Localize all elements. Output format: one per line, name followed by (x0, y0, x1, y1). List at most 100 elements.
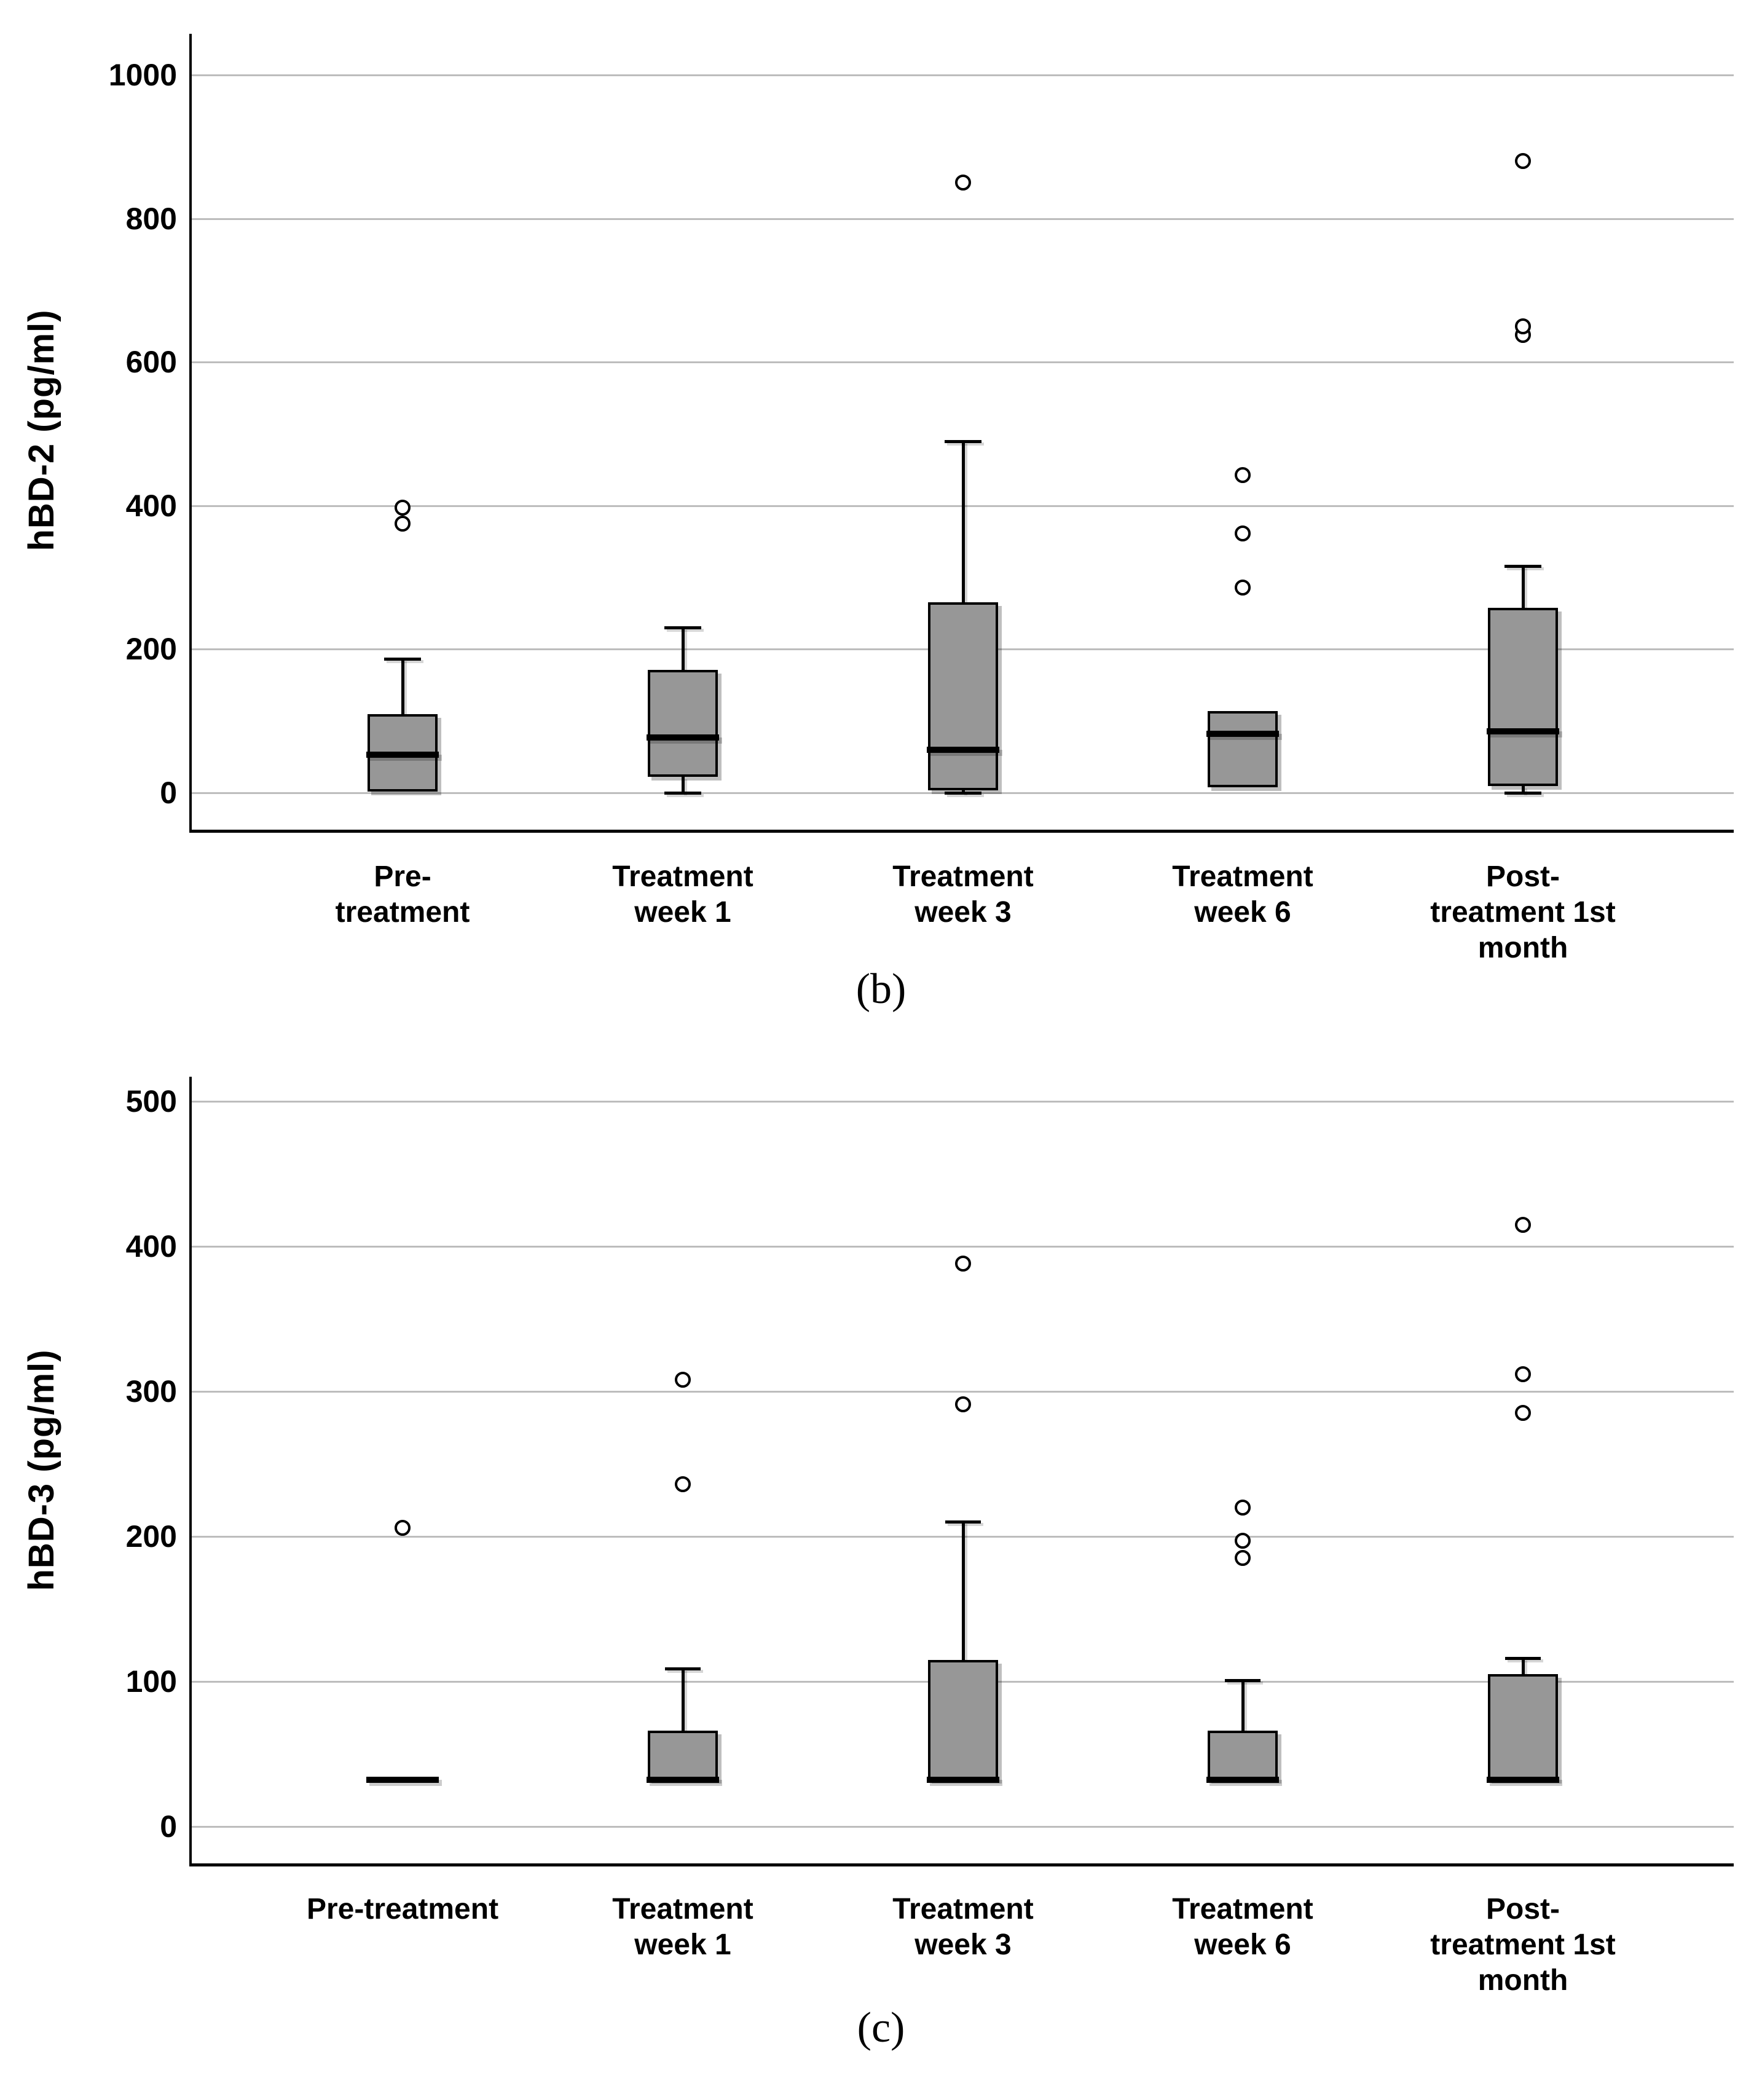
x-category-label: Post- treatment 1st month (1430, 1893, 1616, 1997)
upper-whisker-stem (962, 441, 965, 603)
hbd2-plot-area: 0 200 400 600 800 1000 Pre- treatment Treatment… (0, 0, 1762, 1045)
gridline-500 (189, 1101, 1734, 1103)
x-category-label: Treatment week 6 (1172, 860, 1313, 929)
median-line (647, 734, 719, 741)
y-tick-label: 0 (160, 776, 177, 810)
x-category-label: Treatment week 1 (612, 860, 753, 929)
lower-whisker-cap (664, 792, 701, 795)
panel-c-caption: (c) (857, 2004, 905, 2051)
iqr-box (1488, 1674, 1558, 1780)
x-axis-baseline (189, 830, 1734, 833)
x-category-label: Treatment week 1 (612, 1893, 753, 1961)
iqr-box (928, 1659, 998, 1780)
outlier-point (1235, 525, 1251, 542)
gridline-400 (189, 1246, 1734, 1248)
outlier-point (1235, 1533, 1251, 1549)
upper-whisker-stem (682, 1668, 685, 1731)
y-tick-label: 1000 (108, 58, 177, 92)
gridline-600 (189, 361, 1734, 364)
x-category-label: Treatment week 3 (892, 1893, 1034, 1961)
outlier-point (1235, 579, 1251, 596)
x-category-label: Pre-treatment (306, 1893, 499, 1925)
outlier-point (955, 175, 971, 191)
outlier-point (1515, 1216, 1531, 1233)
y-tick-label: 200 (125, 632, 177, 667)
median-line (1206, 1777, 1279, 1783)
y-axis-line (189, 1077, 192, 1863)
lower-whisker-cap (1504, 792, 1541, 795)
lower-whisker-stem (1522, 786, 1525, 793)
upper-whisker-cap (945, 1520, 981, 1524)
median-line (366, 1777, 439, 1783)
gridline-400 (189, 505, 1734, 507)
iqr-box (1208, 1731, 1278, 1780)
panel-b-caption: (b) (855, 965, 907, 1013)
y-tick-label: 0 (160, 1809, 177, 1844)
median-line (1487, 728, 1559, 734)
upper-whisker-stem (1241, 1680, 1245, 1731)
outlier-point (955, 1256, 971, 1272)
upper-whisker-cap (1505, 1657, 1541, 1661)
upper-whisker-stem (401, 658, 404, 714)
lower-whisker-cap (945, 792, 981, 795)
x-category-label: Treatment week 6 (1172, 1893, 1313, 1961)
hbd3-chart-panel: hBD-3 (pg/ml) 0 100 200 300 400 500 Pre-treatm… (0, 1045, 1762, 2100)
iqr-box (928, 602, 998, 791)
outlier-point (395, 516, 411, 532)
outlier-point (675, 1372, 691, 1388)
median-line (927, 1777, 999, 1783)
iqr-box (1208, 710, 1278, 787)
upper-whisker-stem (962, 1522, 965, 1660)
median-line (366, 752, 439, 758)
outlier-point (1515, 318, 1531, 334)
gridline-300 (189, 1391, 1734, 1393)
outlier-point (675, 1476, 691, 1493)
upper-whisker-stem (682, 627, 685, 671)
median-line (927, 746, 999, 753)
outlier-point (1515, 153, 1531, 170)
lower-whisker-stem (682, 777, 685, 793)
y-tick-label: 200 (125, 1519, 177, 1554)
y-axis-line (189, 34, 192, 830)
outlier-point (1235, 1550, 1251, 1567)
upper-whisker-stem (1522, 1658, 1525, 1675)
outlier-point (1235, 466, 1251, 483)
outlier-point (1515, 1405, 1531, 1422)
hbd2-chart-panel: hBD-2 (pg/ml) 0 200 400 600 800 1000 Pre- trea… (0, 0, 1762, 1045)
y-tick-label: 100 (125, 1664, 177, 1699)
x-category-label: Treatment week 3 (892, 860, 1034, 929)
iqr-box (648, 670, 718, 777)
gridline-0 (189, 1826, 1734, 1828)
y-tick-label: 400 (125, 1229, 177, 1264)
y-tick-label: 500 (125, 1084, 177, 1119)
x-axis-baseline (189, 1863, 1734, 1866)
median-line (647, 1777, 719, 1783)
median-line (1487, 1777, 1559, 1783)
gridline-800 (189, 218, 1734, 220)
upper-whisker-cap (1225, 1678, 1261, 1682)
upper-whisker-cap (945, 439, 981, 443)
upper-whisker-cap (1504, 564, 1541, 568)
outlier-point (1515, 1366, 1531, 1382)
y-tick-label: 400 (125, 488, 177, 523)
x-category-label: Pre- treatment (335, 860, 470, 929)
outlier-point (395, 500, 411, 516)
gridline-200 (189, 1536, 1734, 1538)
outlier-point (955, 1396, 971, 1413)
y-tick-label: 800 (125, 201, 177, 236)
outlier-point (1235, 1499, 1251, 1516)
upper-whisker-cap (664, 626, 701, 630)
hbd3-plot-area: 0 100 200 300 400 500 Pre-treatment Treatment w… (0, 1045, 1762, 2100)
y-tick-label: 300 (125, 1374, 177, 1409)
iqr-box (648, 1731, 718, 1780)
x-category-label: Post- treatment 1st month (1430, 860, 1616, 964)
iqr-box (1488, 607, 1558, 787)
upper-whisker-cap (384, 657, 421, 661)
median-line (1206, 731, 1279, 737)
y-tick-label: 600 (125, 345, 177, 380)
upper-whisker-stem (1522, 565, 1525, 608)
upper-whisker-cap (665, 1667, 701, 1670)
outlier-point (395, 1519, 411, 1536)
gridline-1000 (189, 74, 1734, 76)
